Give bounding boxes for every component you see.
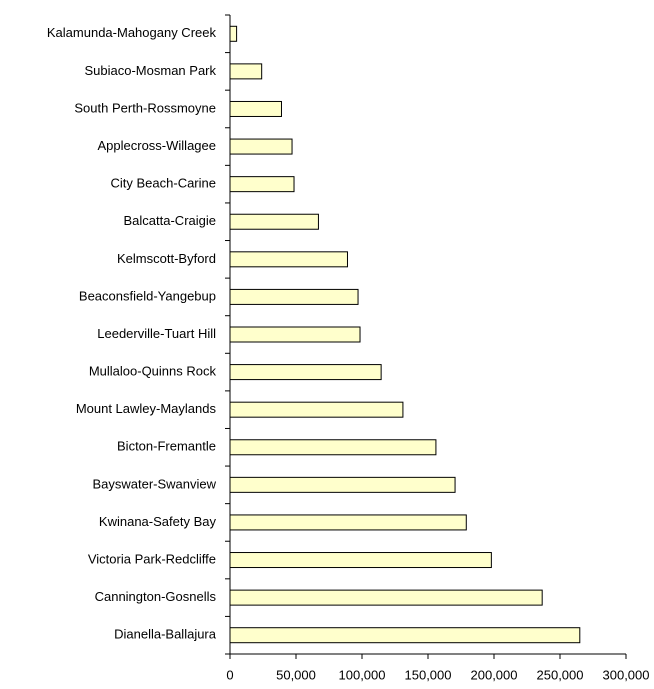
y-tick-label: Balcatta-Craigie: [124, 213, 217, 228]
y-tick-label: Mount Lawley-Maylands: [76, 401, 217, 416]
y-tick-label: Kwinana-Safety Bay: [99, 514, 217, 529]
bar: [229, 326, 361, 343]
bar: [229, 25, 238, 42]
y-tick-label: Dianella-Ballajura: [114, 627, 217, 642]
bar: [229, 63, 263, 80]
y-tick-label: Mullaloo-Quinns Rock: [89, 364, 217, 379]
bar: [229, 213, 319, 230]
bar: [229, 176, 295, 193]
y-tick-label: Victoria Park-Redcliffe: [88, 551, 216, 566]
x-tick-label: 300,000: [603, 667, 650, 682]
x-tick-label: 100,000: [339, 667, 386, 682]
y-tick-label: City Beach-Carine: [111, 176, 217, 191]
y-tick-label: Bayswater-Swanview: [92, 476, 216, 491]
bar: [229, 251, 348, 268]
x-tick-label: 200,000: [471, 667, 518, 682]
x-tick-label: 250,000: [537, 667, 584, 682]
y-tick-label: Kalamunda-Mahogany Creek: [47, 25, 217, 40]
y-tick-label: Bicton-Fremantle: [117, 439, 216, 454]
bar: [229, 288, 359, 305]
y-tick-label: Beaconsfield-Yangebup: [79, 288, 216, 303]
y-tick-label: Applecross-Willagee: [98, 138, 217, 153]
bar: [229, 627, 581, 644]
bar: [229, 100, 282, 117]
x-tick-label: 50,000: [276, 667, 316, 682]
y-tick-label: Leederville-Tuart Hill: [97, 326, 216, 341]
x-tick-label: 150,000: [405, 667, 452, 682]
bar: [229, 364, 382, 381]
bar: [229, 476, 456, 493]
bar: [229, 552, 492, 569]
x-tick-label: 0: [226, 667, 233, 682]
y-tick-label: Subiaco-Mosman Park: [85, 63, 217, 78]
y-tick-label: Kelmscott-Byford: [117, 251, 216, 266]
bar: [229, 439, 437, 456]
y-tick-label: Cannington-Gosnells: [95, 589, 217, 604]
y-tick-label: South Perth-Rossmoyne: [74, 100, 216, 115]
bar: [229, 138, 293, 155]
bar: [229, 514, 467, 531]
bar: [229, 589, 543, 606]
bar: [229, 401, 404, 418]
